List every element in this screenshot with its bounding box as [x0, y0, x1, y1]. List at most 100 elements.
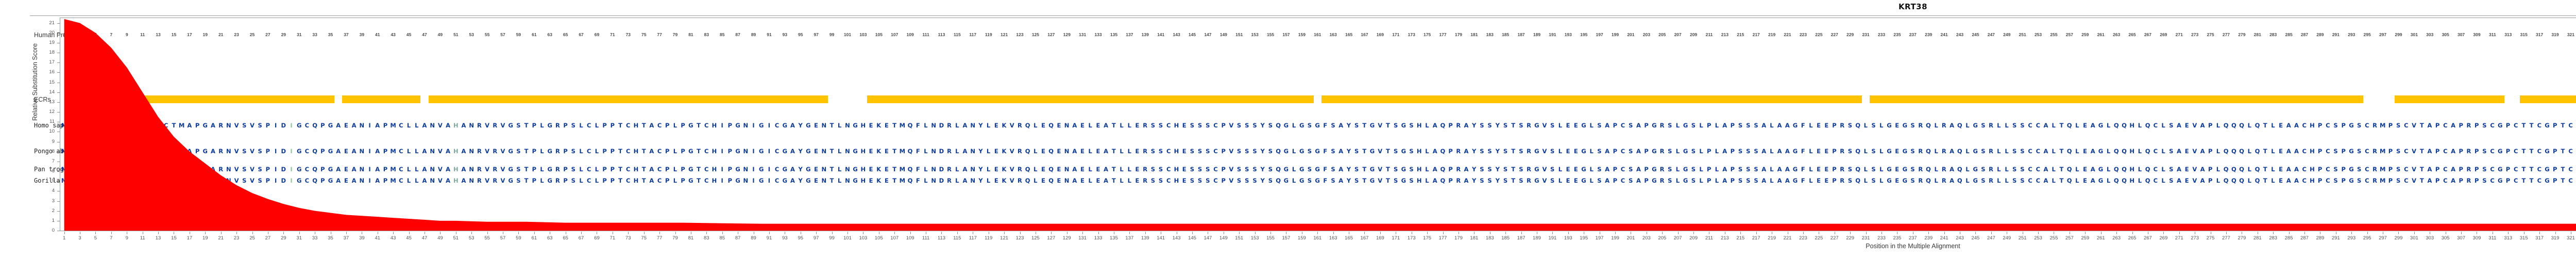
ecr-block[interactable] [1870, 95, 2364, 103]
x-tick-label: 275 [2206, 235, 2215, 241]
residue: P [1730, 122, 1735, 129]
residue: R [1989, 122, 1993, 129]
residue: G [156, 177, 161, 184]
residue: C [2513, 177, 2518, 184]
residue: R [947, 177, 952, 184]
residue: L [1879, 166, 1884, 173]
residue: H [1174, 148, 1179, 155]
protein-index-number: 297 [2379, 32, 2387, 37]
residue: E [1135, 166, 1140, 173]
residue: G [782, 122, 788, 129]
residue: G [1683, 122, 1688, 129]
residue: S [1190, 177, 1194, 184]
residue: P [727, 122, 733, 129]
residue: S [1236, 122, 1242, 129]
residue: R [1941, 177, 1946, 184]
residue: G [202, 166, 208, 173]
residue: G [735, 148, 740, 155]
ecr-block[interactable] [342, 95, 421, 103]
residue: G [1973, 122, 1978, 129]
ecr-block[interactable] [2520, 95, 2576, 103]
residue: S [1503, 122, 1508, 129]
residue: H [633, 122, 639, 129]
residue: T [892, 148, 897, 155]
page-title: KRT38 [1898, 2, 1928, 11]
protein-index-number: 129 [1063, 32, 1071, 37]
residue: S [125, 148, 129, 155]
residue: A [461, 177, 466, 184]
residue: G [1652, 148, 1657, 155]
protein-index-number: 229 [1846, 32, 1854, 37]
x-tick-label: 161 [1313, 235, 1322, 241]
residue: C [304, 122, 310, 129]
x-tick-label: 273 [2191, 235, 2199, 241]
residue: E [1566, 177, 1570, 184]
ecr-block[interactable] [99, 95, 335, 103]
ecr-block[interactable] [867, 95, 1314, 103]
residue: T [1511, 122, 1516, 129]
protein-index-number: 225 [1815, 32, 1823, 37]
residue: T [2059, 148, 2064, 155]
x-tick-label: 217 [1752, 235, 1760, 241]
residue: T [2059, 177, 2064, 184]
x-tick-mark [769, 232, 770, 234]
residue: Q [2239, 122, 2244, 129]
residue: Q [1276, 122, 1281, 129]
protein-index-number: 95 [798, 32, 803, 37]
x-tick-mark [2273, 232, 2274, 234]
residue: P [1221, 166, 1226, 173]
residue: S [242, 177, 247, 184]
ecr-block[interactable] [2394, 95, 2504, 103]
residue: N [226, 148, 231, 155]
residue: A [2176, 148, 2181, 155]
residue: A [2200, 148, 2205, 155]
x-tick-label: 233 [1877, 235, 1886, 241]
residue: P [2505, 122, 2511, 129]
residue: R [1918, 122, 1923, 129]
residue: L [2271, 122, 2275, 129]
ecr-block[interactable] [1321, 95, 1862, 103]
protein-index-number: 313 [2504, 32, 2512, 37]
residue: G [853, 166, 858, 173]
x-tick-label: 197 [1595, 235, 1604, 241]
x-tick-label: 269 [2159, 235, 2168, 241]
residue: S [1597, 177, 1602, 184]
residue: P [2317, 122, 2323, 129]
residue: A [2286, 177, 2291, 184]
residue: L [1934, 122, 1938, 129]
protein-index-number: 261 [2097, 32, 2105, 37]
protein-index-number: 235 [1893, 32, 1901, 37]
residue: R [1659, 148, 1665, 155]
protein-index-number: 55 [484, 32, 490, 37]
residue: S [258, 177, 262, 184]
residue: T [2561, 122, 2565, 129]
residue: C [1213, 148, 1218, 155]
residue: E [1817, 122, 1821, 129]
residue: V [500, 122, 505, 129]
x-tick-mark [1443, 232, 1444, 234]
x-tick-label: 99 [829, 235, 835, 241]
residue: H [453, 148, 459, 155]
x-tick-label: 69 [594, 235, 600, 241]
residue: A [962, 166, 968, 173]
x-tick-mark [2351, 232, 2352, 234]
protein-index-number: 183 [1486, 32, 1494, 37]
residue: N [1064, 148, 1070, 155]
residue: L [1770, 122, 1774, 129]
residue: T [892, 177, 897, 184]
residue: R [218, 177, 224, 184]
y-tick-label: 1 [52, 217, 55, 223]
residue: I [752, 177, 755, 184]
ecr-block[interactable] [428, 95, 828, 103]
residue: T [1362, 177, 1367, 184]
residue: S [1487, 148, 1492, 155]
residue: T [2521, 148, 2526, 155]
residue: A [2200, 122, 2205, 129]
residue: A [336, 177, 341, 184]
residue: V [250, 122, 255, 129]
y-tick-mark [57, 102, 60, 103]
protein-index-number: 179 [1454, 32, 1463, 37]
residue: L [1675, 122, 1680, 129]
residue: C [2302, 166, 2307, 173]
